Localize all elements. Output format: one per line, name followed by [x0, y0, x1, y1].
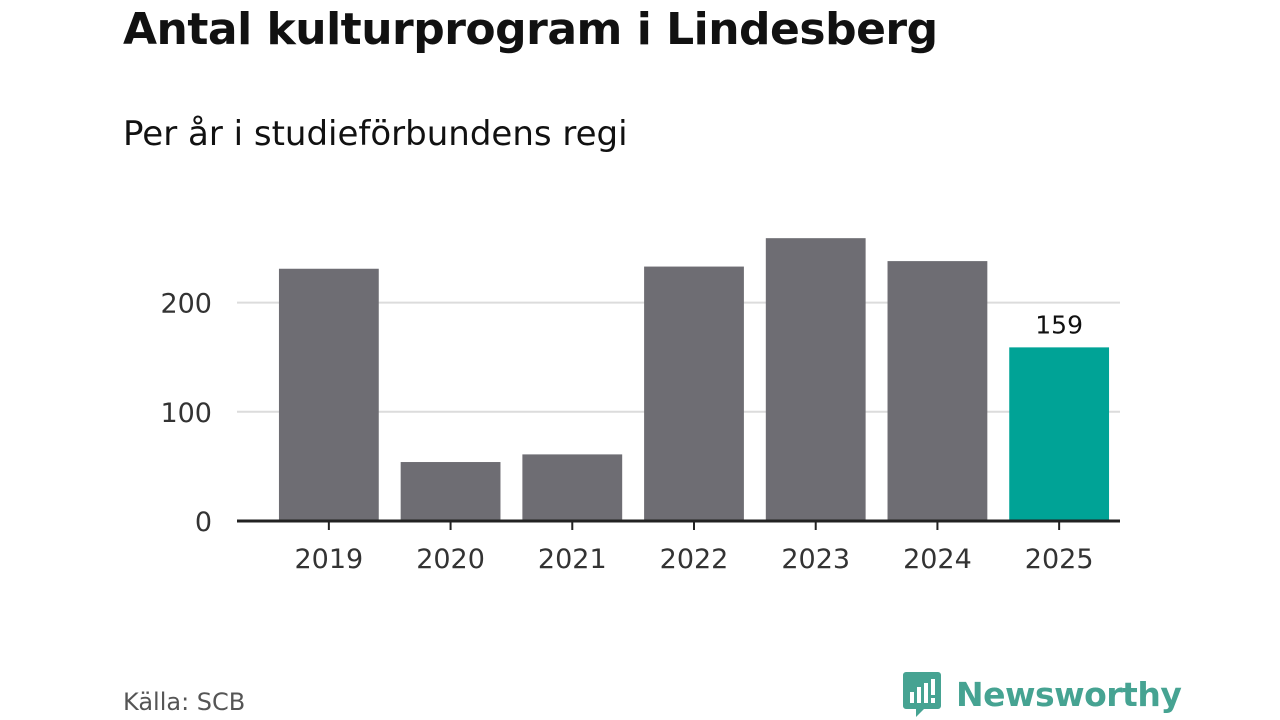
bars — [278, 238, 1110, 521]
x-axis-ticks: 2019 2020 2021 2022 2023 2024 2025 — [294, 521, 1094, 575]
data-label: 159 — [1035, 310, 1083, 339]
newsworthy-logo-icon — [903, 672, 941, 717]
bar-2025 — [1009, 347, 1110, 521]
y-tick-label: 200 — [160, 289, 212, 320]
bar-2021 — [522, 454, 623, 521]
x-tick-label: 2021 — [538, 544, 607, 575]
bar-2020 — [400, 462, 501, 521]
x-tick-label: 2019 — [294, 544, 363, 575]
x-tick-label: 2025 — [1025, 544, 1094, 575]
bar-2023 — [765, 238, 866, 521]
brand-name: Newsworthy — [956, 674, 1182, 714]
y-axis-ticks: 0 100 200 — [160, 289, 212, 538]
y-tick-label: 0 — [195, 507, 212, 538]
x-tick-label: 2022 — [660, 544, 729, 575]
brand: Newsworthy — [902, 670, 1182, 718]
bar-2019 — [278, 268, 379, 521]
chart-subtitle: Per år i studieförbundens regi — [123, 114, 628, 154]
x-tick-label: 2024 — [903, 544, 972, 575]
source-note: Källa: SCB — [123, 688, 246, 716]
bar-2024 — [887, 261, 988, 521]
x-tick-label: 2020 — [416, 544, 485, 575]
y-tick-label: 100 — [160, 398, 212, 429]
bar-2022 — [644, 266, 744, 521]
chart-title: Antal kulturprogram i Lindesberg — [123, 4, 938, 55]
data-labels: 159 — [1035, 310, 1083, 339]
x-tick-label: 2023 — [781, 544, 850, 575]
